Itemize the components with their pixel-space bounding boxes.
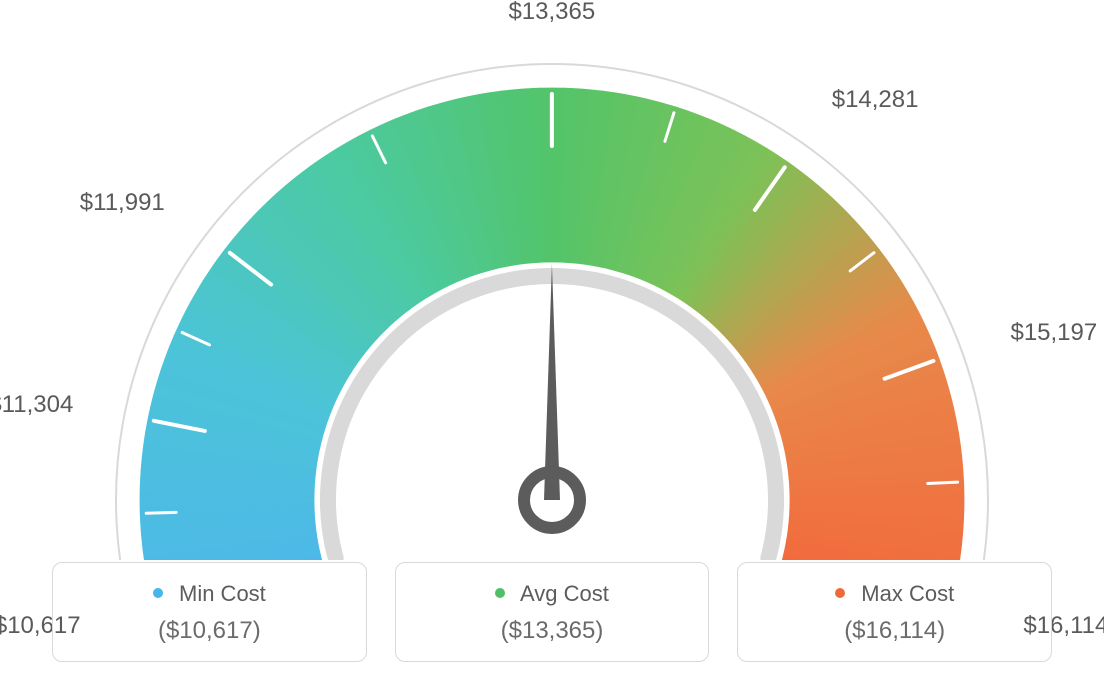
gauge-tick-label: $14,281 bbox=[832, 86, 919, 114]
min-dot-icon bbox=[153, 588, 163, 598]
gauge-tick-label: $13,365 bbox=[508, 0, 595, 26]
max-cost-title-row: Max Cost bbox=[748, 581, 1041, 607]
gauge-chart: $10,617$11,304$11,991$13,365$14,281$15,1… bbox=[0, 0, 1104, 560]
avg-cost-title: Avg Cost bbox=[520, 581, 609, 606]
max-cost-card: Max Cost ($16,114) bbox=[737, 562, 1052, 662]
gauge-svg bbox=[0, 0, 1104, 560]
avg-dot-icon bbox=[495, 588, 505, 598]
min-cost-card: Min Cost ($10,617) bbox=[52, 562, 367, 662]
max-cost-title: Max Cost bbox=[861, 581, 954, 606]
min-cost-value: ($10,617) bbox=[63, 617, 356, 645]
avg-cost-card: Avg Cost ($13,365) bbox=[395, 562, 710, 662]
avg-cost-title-row: Avg Cost bbox=[406, 581, 699, 607]
gauge-tick-label: $11,304 bbox=[0, 391, 73, 419]
gauge-tick-label: $11,991 bbox=[80, 189, 165, 217]
summary-cards: Min Cost ($10,617) Avg Cost ($13,365) Ma… bbox=[52, 562, 1052, 662]
max-dot-icon bbox=[835, 588, 845, 598]
avg-cost-value: ($13,365) bbox=[406, 617, 699, 645]
min-cost-title: Min Cost bbox=[179, 581, 266, 606]
gauge-tick-label: $15,197 bbox=[1010, 319, 1097, 347]
max-cost-value: ($16,114) bbox=[748, 617, 1041, 645]
gauge-needle bbox=[544, 264, 560, 500]
min-cost-title-row: Min Cost bbox=[63, 581, 356, 607]
